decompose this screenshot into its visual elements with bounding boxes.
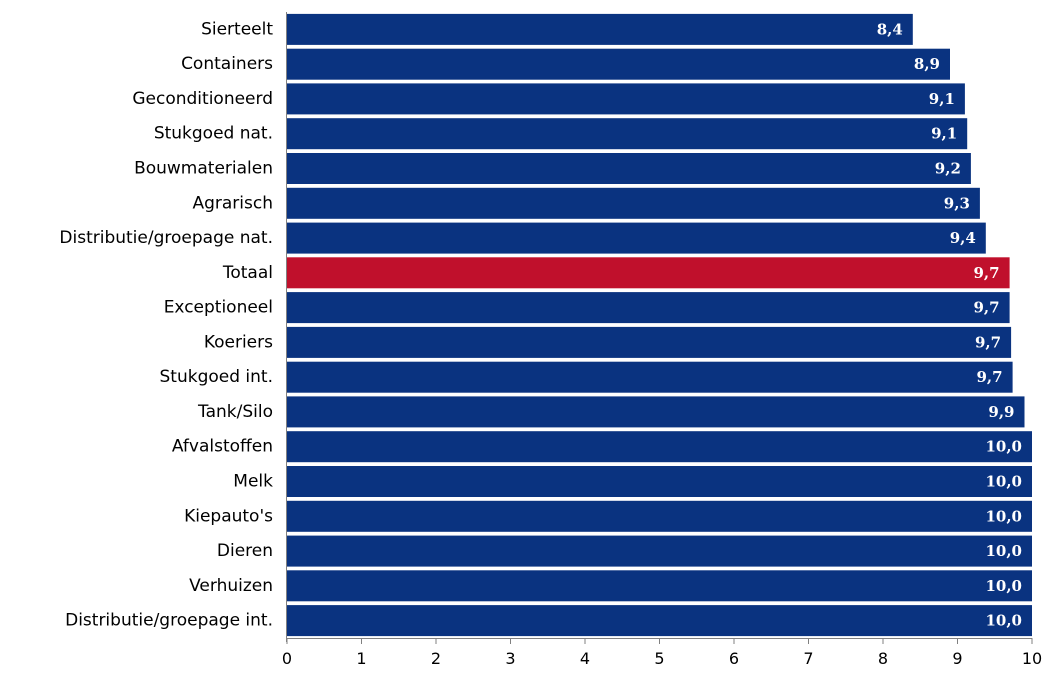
x-tick-label: 8 — [878, 649, 888, 668]
x-tick-label: 7 — [803, 649, 813, 668]
value-label: 9,7 — [973, 299, 999, 317]
category-label: Containers — [181, 54, 273, 74]
bar — [287, 292, 1010, 324]
bar — [287, 466, 1032, 497]
value-label: 9,1 — [931, 125, 957, 143]
x-tick-label: 5 — [654, 649, 664, 668]
category-label: Distributie/groepage nat. — [59, 228, 273, 248]
x-tick-label: 0 — [282, 649, 292, 668]
category-label: Stukgoed int. — [160, 367, 274, 387]
category-label: Dieren — [217, 541, 273, 561]
value-label: 10,0 — [985, 507, 1022, 525]
category-label: Totaal — [222, 263, 273, 283]
value-label: 10,0 — [985, 612, 1022, 630]
value-label: 9,9 — [988, 403, 1014, 421]
bar — [287, 500, 1032, 532]
value-label: 9,3 — [944, 194, 970, 212]
bar — [287, 48, 950, 80]
value-label: 9,7 — [975, 333, 1001, 351]
bar — [287, 570, 1032, 602]
bar — [287, 83, 965, 115]
x-axis-ticks: 0 1 2 3 4 5 6 7 8 9 10 — [282, 638, 1042, 668]
category-labels: Sierteelt Containers Geconditioneerd Stukgo… — [59, 19, 273, 630]
value-label: 8,9 — [914, 55, 940, 73]
value-label: 9,4 — [950, 229, 976, 247]
x-tick-label: 9 — [952, 649, 962, 668]
value-label: 8,4 — [877, 20, 903, 38]
bar — [287, 396, 1025, 428]
bar — [287, 361, 1013, 393]
x-tick-label: 6 — [729, 649, 739, 668]
bar — [287, 153, 971, 184]
category-label: Afvalstoffen — [172, 437, 273, 457]
bar — [287, 535, 1032, 567]
category-label: Verhuizen — [189, 576, 273, 596]
bar — [287, 257, 1010, 289]
x-tick-label: 1 — [356, 649, 366, 668]
value-label: 9,7 — [976, 368, 1002, 386]
category-label: Stukgoed nat. — [154, 124, 273, 144]
bar — [287, 605, 1032, 637]
category-label: Distributie/groepage int. — [65, 611, 273, 631]
category-label: Exceptioneel — [164, 298, 273, 318]
value-label: 10,0 — [985, 473, 1022, 491]
bar — [287, 222, 986, 254]
x-tick-label: 10 — [1022, 649, 1042, 668]
bar — [287, 187, 980, 219]
x-tick-label: 2 — [431, 649, 441, 668]
value-label: 9,7 — [973, 264, 999, 282]
value-label: 10,0 — [985, 542, 1022, 560]
category-label: Bouwmaterialen — [134, 159, 273, 179]
category-label: Agrarisch — [192, 193, 273, 213]
x-tick-label: 4 — [580, 649, 590, 668]
value-labels: 8,4 8,9 9,1 9,1 9,2 9,3 9,4 9,7 9,7 9,7 9,7 9,9 10,0… — [877, 20, 1022, 629]
value-label: 9,1 — [929, 90, 955, 108]
bar — [287, 118, 968, 150]
value-label: 9,2 — [935, 160, 961, 178]
category-label: Geconditioneerd — [132, 89, 273, 109]
category-label: Koeriers — [204, 332, 273, 352]
bar — [287, 326, 1012, 358]
x-tick-label: 3 — [505, 649, 515, 668]
category-label: Tank/Silo — [197, 402, 273, 422]
value-label: 10,0 — [985, 577, 1022, 595]
bars-group — [287, 13, 1032, 637]
bar — [287, 13, 913, 45]
value-label: 10,0 — [985, 438, 1022, 456]
category-label: Sierteelt — [201, 19, 273, 39]
category-label: Melk — [233, 472, 273, 492]
category-label: Kiepauto's — [184, 506, 273, 526]
bar — [287, 431, 1032, 463]
